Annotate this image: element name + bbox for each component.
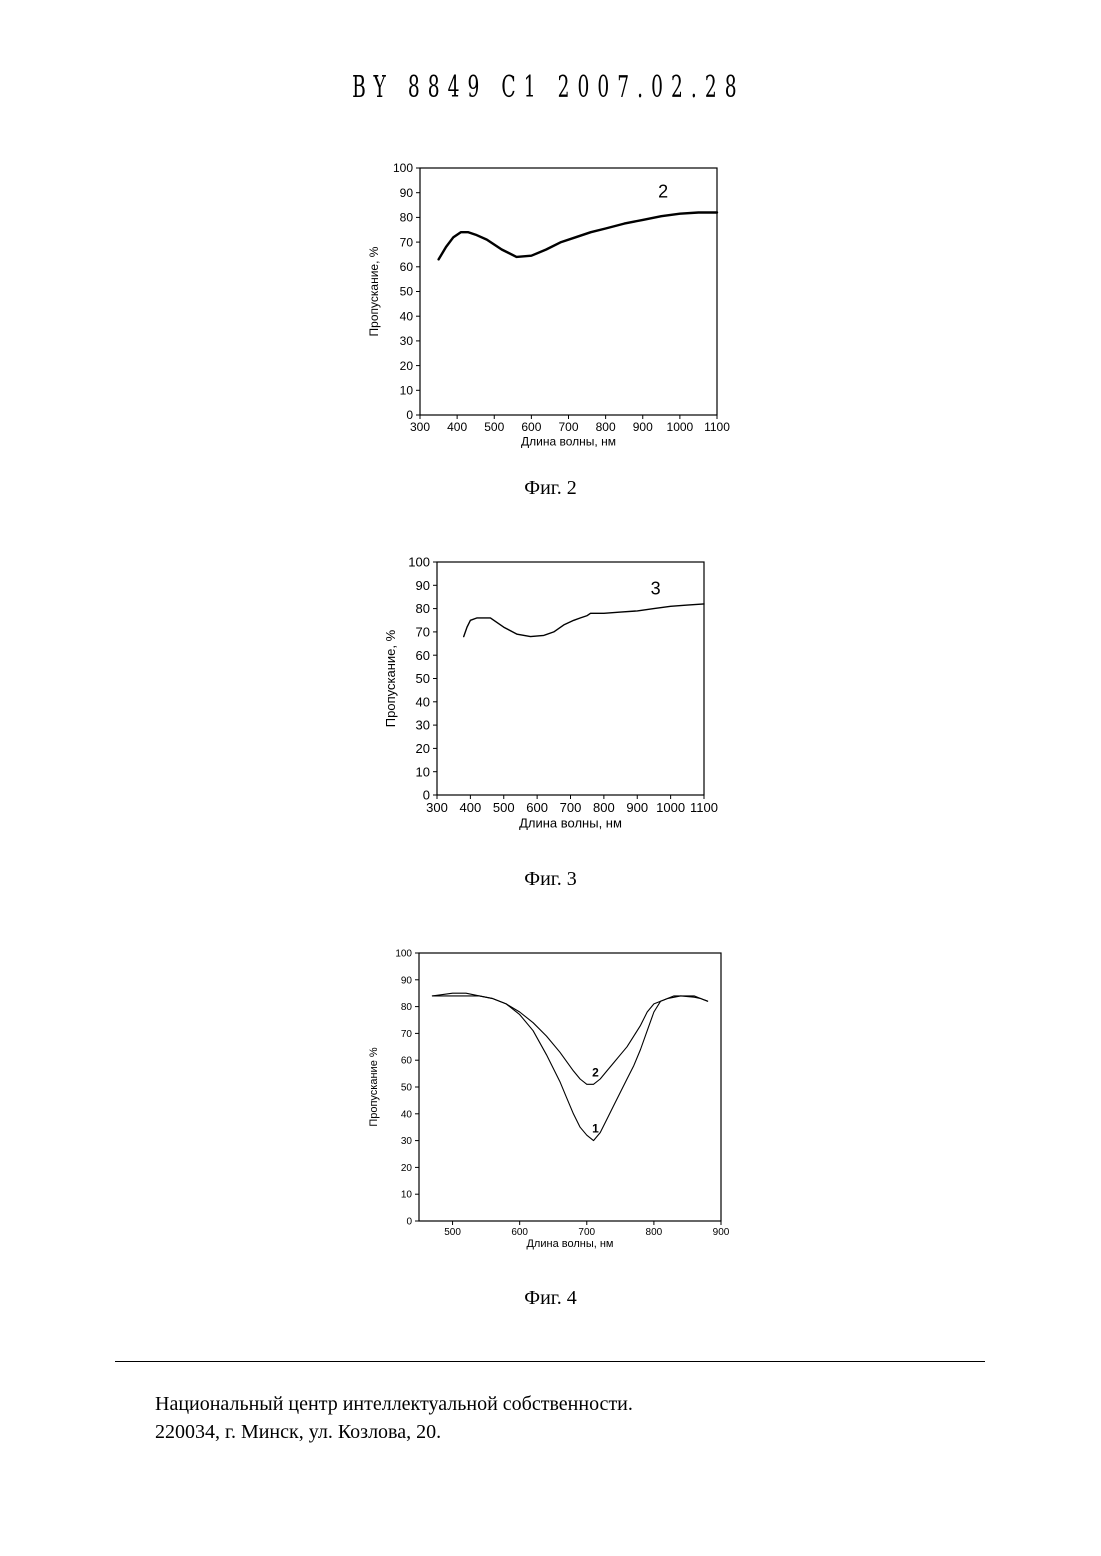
y-tick-label: 80	[400, 211, 414, 225]
x-tick-label: 1000	[667, 420, 694, 434]
y-tick-label: 90	[400, 186, 414, 200]
series-line-2	[432, 996, 707, 1084]
x-tick-label: 1000	[656, 800, 685, 815]
x-tick-label: 500	[493, 800, 515, 815]
y-tick-label: 40	[400, 309, 414, 323]
y-tick-label: 60	[416, 648, 430, 663]
plot-frame	[420, 168, 717, 415]
y-axis-label: Пропускание, %	[383, 629, 398, 727]
y-tick-label: 50	[400, 285, 414, 299]
x-tick-label: 1100	[690, 800, 718, 815]
y-tick-label: 10	[401, 1190, 413, 1201]
y-tick-label: 80	[401, 1002, 413, 1013]
series-label-1: 1	[592, 1122, 599, 1136]
y-tick-label: 30	[416, 718, 430, 733]
footer-line-2: 220034, г. Минск, ул. Козлова, 20.	[155, 1418, 633, 1446]
x-tick-label: 600	[521, 420, 541, 434]
chart-fig-4: 0 10 20 30 40 50 60 70 80 90 100 500 600 700 800 900 Дли…	[0, 935, 1101, 1275]
footer-line-1: Национальный центр интеллектуальной собс…	[155, 1390, 633, 1418]
y-axis-label: Пропускание, %	[367, 246, 381, 336]
y-axis-label: Пропускание %	[368, 1047, 380, 1127]
series-label-3: 3	[651, 579, 661, 599]
chart-fig-2: 0102030405060708090100300400500600700800…	[0, 150, 1101, 470]
x-tick-label: 600	[526, 800, 548, 815]
plot-frame	[437, 562, 704, 795]
y-tick-label: 50	[416, 671, 430, 686]
y-tick-label: 0	[406, 1217, 412, 1228]
x-tick-label: 900	[633, 420, 653, 434]
x-tick-label: 1100	[704, 420, 730, 434]
x-tick-label: 300	[426, 800, 448, 815]
document-header: BY 8849 C1 2007.02.28	[207, 70, 890, 105]
y-tick-label: 90	[416, 578, 430, 593]
chart-fig-3: 0102030405060708090100300400500600700800…	[0, 545, 1101, 865]
x-tick-label: 300	[410, 420, 430, 434]
x-tick-label: 800	[646, 1227, 663, 1238]
x-tick-label: 400	[447, 420, 467, 434]
series-label-2: 2	[592, 1065, 599, 1079]
x-tick-label: 700	[560, 800, 582, 815]
x-axis-label: Длина волны, нм	[521, 434, 616, 448]
footer-divider	[115, 1361, 985, 1362]
y-tick-label: 10	[400, 384, 414, 398]
footer: Национальный центр интеллектуальной собс…	[155, 1390, 633, 1446]
series-line-2	[439, 213, 717, 260]
caption-fig-2: Фиг. 2	[0, 477, 1101, 500]
x-tick-label: 700	[558, 420, 578, 434]
y-tick-label: 60	[400, 260, 414, 274]
x-tick-label: 900	[713, 1227, 730, 1238]
series-label-2: 2	[658, 182, 668, 202]
y-tick-label: 80	[416, 601, 430, 616]
y-tick-label: 40	[416, 694, 430, 709]
x-tick-label: 500	[444, 1227, 461, 1238]
y-tick-label: 70	[400, 235, 414, 249]
y-tick-label: 30	[400, 334, 414, 348]
x-tick-label: 500	[484, 420, 504, 434]
y-tick-label: 100	[393, 161, 413, 175]
x-tick-label: 600	[511, 1227, 528, 1238]
y-tick-label: 100	[395, 949, 412, 960]
x-tick-label: 800	[596, 420, 616, 434]
y-tick-label: 50	[401, 1083, 413, 1094]
y-tick-label: 40	[401, 1109, 413, 1120]
y-tick-label: 100	[408, 555, 430, 570]
y-tick-label: 20	[416, 741, 430, 756]
x-tick-label: 900	[626, 800, 648, 815]
caption-fig-3: Фиг. 3	[0, 868, 1101, 891]
y-tick-label: 60	[401, 1056, 413, 1067]
y-tick-label: 70	[416, 624, 430, 639]
series-line-3	[464, 604, 704, 637]
x-axis-label: Длина волны, нм	[526, 1238, 613, 1250]
y-tick-label: 90	[401, 975, 413, 986]
y-tick-label: 10	[416, 764, 430, 779]
x-axis-label: Длина волны, нм	[519, 816, 622, 831]
y-tick-label: 20	[400, 359, 414, 373]
caption-fig-4: Фиг. 4	[0, 1287, 1101, 1310]
x-tick-label: 800	[593, 800, 615, 815]
y-tick-label: 20	[401, 1163, 413, 1174]
x-tick-label: 400	[460, 800, 482, 815]
y-tick-label: 70	[401, 1029, 413, 1040]
y-tick-label: 30	[401, 1136, 413, 1147]
x-tick-label: 700	[578, 1227, 595, 1238]
